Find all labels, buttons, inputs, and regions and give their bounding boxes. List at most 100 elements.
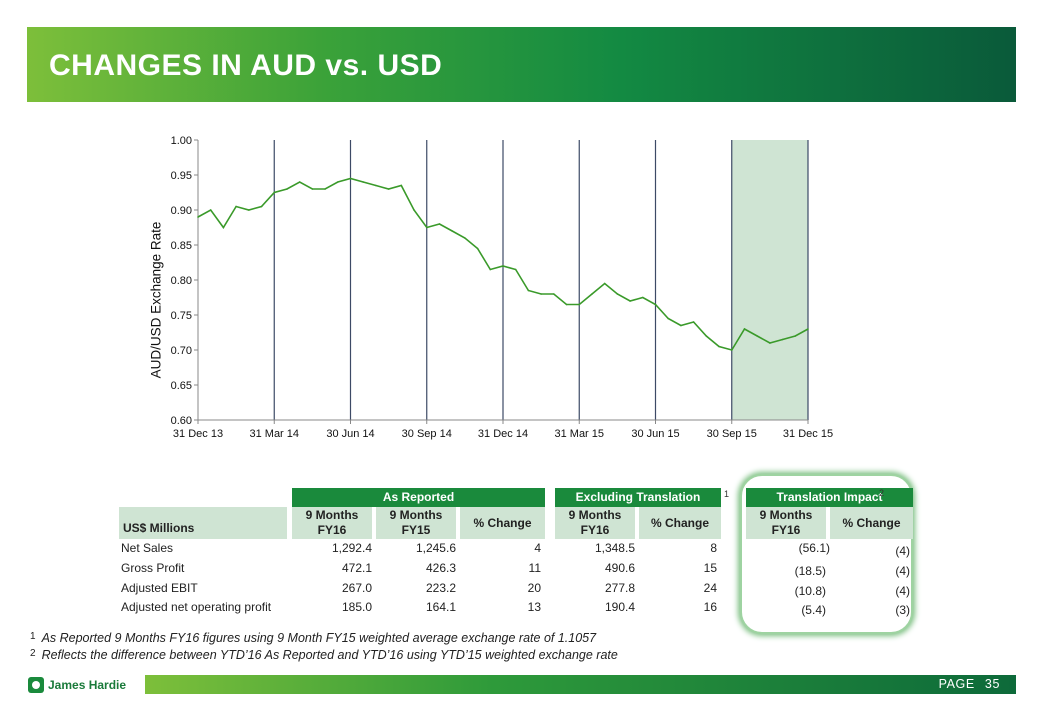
data-point	[222, 226, 225, 229]
company-logo: James Hardie	[28, 675, 126, 694]
cell-ex-change: 24	[703, 581, 717, 595]
cell-ar-fy15: 426.3	[425, 561, 456, 575]
cell-ar-change: 4	[534, 541, 541, 555]
col-header-ti-change: % Change	[830, 507, 913, 539]
data-point	[311, 188, 314, 190]
cell-ti-fy16: (5.4)	[801, 603, 826, 617]
x-tick-label: 31 Dec 15	[783, 428, 833, 440]
x-tick-label: 31 Dec 14	[478, 428, 528, 440]
cell-ex-fy16: 1,348.5	[594, 541, 635, 555]
logo-text: James Hardie	[48, 677, 127, 692]
cell-ar-fy16: 267.0	[341, 581, 372, 595]
page-label: PAGE	[938, 677, 975, 691]
data-point	[476, 247, 479, 250]
x-tick-label: 31 Mar 15	[554, 428, 604, 440]
footnote-marker-1: 1	[724, 489, 730, 499]
group-header-excluding-translation: Excluding Translation Impact	[555, 488, 721, 523]
data-point	[387, 188, 390, 190]
y-tick-label: 0.70	[171, 345, 192, 357]
data-point	[489, 268, 492, 271]
col-header-ex-fy16: 9 Months FY16	[555, 507, 635, 539]
cell-ar-fy16: 185.0	[341, 600, 372, 614]
data-point	[260, 205, 263, 208]
y-tick-label: 0.90	[171, 205, 192, 217]
group-header-as-reported: As Reported	[292, 488, 545, 507]
data-point	[362, 181, 365, 183]
data-point	[324, 188, 326, 190]
data-point	[654, 303, 657, 306]
data-point	[540, 293, 542, 295]
col-header-ar-change: % Change	[460, 507, 545, 539]
cell-ti-change: (3)	[895, 603, 910, 617]
y-axis-title: AUD/USD Exchange Rate	[148, 221, 164, 379]
title-banner: CHANGES IN AUD vs. USD	[27, 27, 1016, 102]
row-label: Adjusted EBIT	[121, 581, 198, 595]
col-header-ex-change: % Change	[639, 507, 721, 539]
row-header-cell: US$ Millions	[119, 507, 287, 539]
cell-ex-change: 8	[710, 541, 717, 555]
data-point	[603, 282, 606, 285]
x-tick-label: 30 Jun 15	[631, 428, 679, 440]
y-tick-label: 0.60	[171, 415, 192, 427]
x-tick-label: 30 Sep 14	[402, 428, 452, 440]
cell-ar-change: 11	[528, 561, 541, 575]
cell-ar-fy16: 1,292.4	[331, 541, 372, 555]
data-point	[565, 303, 568, 306]
footnote-marker-2: 2	[879, 488, 885, 498]
data-point	[692, 321, 695, 323]
data-point	[286, 188, 288, 190]
row-label: Adjusted net operating profit	[121, 600, 272, 614]
data-point	[794, 335, 797, 337]
y-tick-label: 1.00	[171, 135, 192, 147]
cell-ti-fy16: (56.1)	[798, 541, 830, 555]
cell-ar-change: 20	[527, 581, 541, 595]
data-point	[730, 349, 733, 351]
data-point	[336, 181, 339, 183]
highlight-band	[731, 140, 808, 420]
col-header-ar-fy16: 9 Months FY16	[292, 507, 372, 539]
cell-ex-fy16: 490.6	[604, 561, 635, 575]
y-tick-label: 0.75	[171, 310, 192, 322]
col-header-ti-fy16: 9 Months FY16	[746, 507, 826, 539]
data-point	[235, 205, 237, 208]
footnote-1-text: As Reported 9 Months FY16 figures using …	[41, 631, 597, 645]
data-point	[591, 293, 593, 295]
data-point	[680, 324, 682, 327]
footnote-1: 1 As Reported 9 Months FY16 figures using…	[30, 631, 596, 645]
cell-ar-fy15: 1,245.6	[415, 541, 456, 555]
data-point	[718, 345, 720, 348]
cell-ti-fy16: (10.8)	[794, 584, 826, 598]
cell-ar-fy16: 472.1	[341, 561, 372, 575]
exchange-rate-chart: 0.60 0.65 0.70 0.75 0.80 0.85 0.90 0.95 1.00 31 D…	[171, 135, 834, 440]
col-header-ar-fy15: 9 Months FY15	[376, 507, 456, 539]
x-tick-label: 31 Mar 14	[249, 428, 299, 440]
row-header-label: US$ Millions	[123, 521, 195, 535]
data-point	[616, 293, 619, 295]
footnote-1-number: 1	[30, 631, 36, 642]
y-tick-label: 0.95	[171, 170, 192, 182]
y-tick-label: 0.80	[171, 275, 192, 287]
x-tick-label: 31 Dec 13	[173, 428, 223, 440]
data-point	[413, 209, 415, 211]
data-point	[375, 184, 377, 187]
data-point	[553, 293, 555, 295]
data-point	[298, 181, 301, 183]
group-header-translation-impact: Translation Impact	[746, 488, 913, 507]
data-point	[807, 328, 809, 330]
cell-ex-change: 15	[703, 561, 717, 575]
data-point	[743, 328, 746, 330]
row-label: Gross Profit	[121, 561, 185, 575]
data-point	[756, 335, 758, 337]
page-title: CHANGES IN AUD vs. USD	[49, 49, 443, 82]
footnote-2-number: 2	[30, 648, 36, 659]
cell-ti-fy16: (18.5)	[794, 564, 826, 578]
cell-ti-change: (4)	[895, 584, 910, 598]
data-point	[400, 184, 403, 187]
data-point	[705, 335, 708, 337]
cell-ar-fy15: 164.1	[425, 600, 456, 614]
data-point	[349, 177, 352, 180]
cell-ex-fy16: 190.4	[604, 600, 635, 614]
data-point	[641, 296, 644, 299]
data-point	[425, 226, 428, 229]
cell-ex-fy16: 277.8	[604, 581, 635, 595]
